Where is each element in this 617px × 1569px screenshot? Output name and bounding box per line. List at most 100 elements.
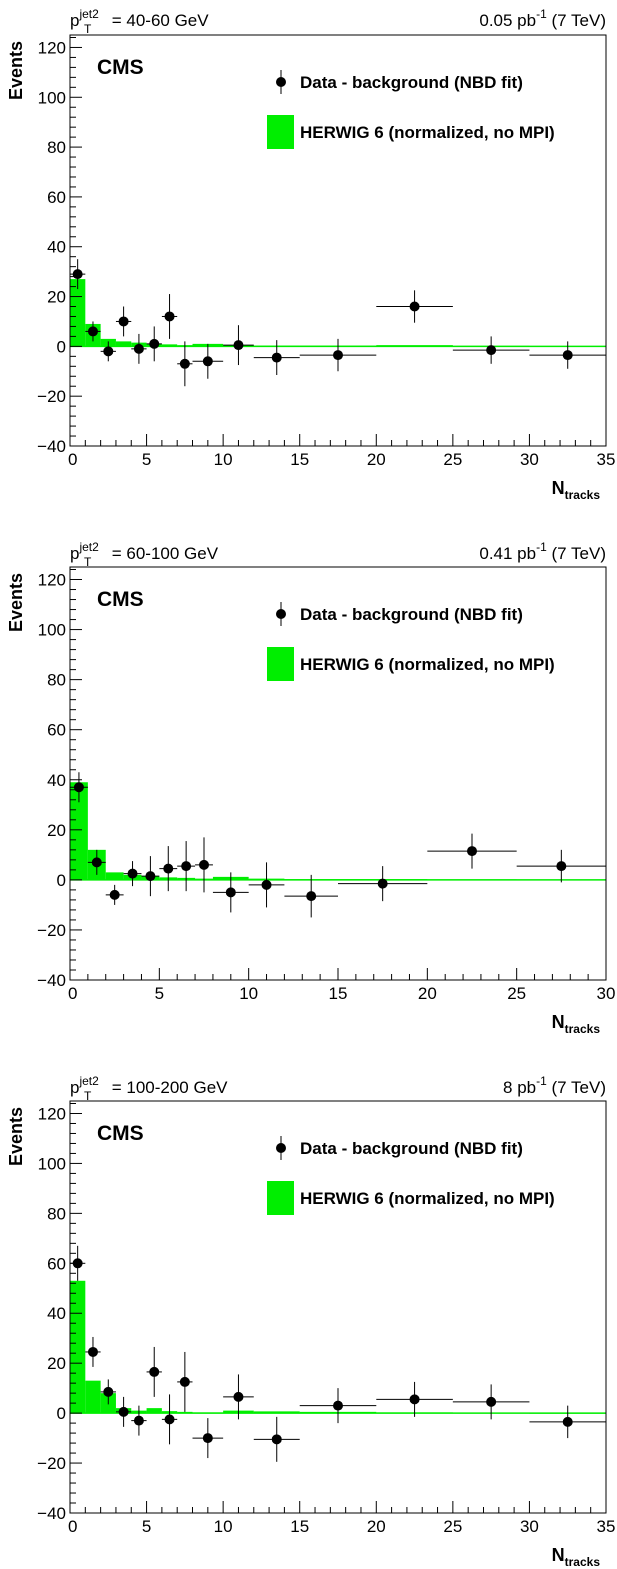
- data-point: [556, 861, 567, 872]
- header-left: pjet2 T = 100-200 GeV: [70, 1074, 228, 1103]
- y-tick-label: 120: [38, 571, 66, 590]
- data-point: [271, 352, 282, 363]
- mc-bar: [70, 782, 88, 880]
- data-point: [127, 868, 138, 879]
- data-point: [145, 871, 156, 882]
- legend-data-marker: [276, 1143, 286, 1153]
- header-left: pjet2 T = 60-100 GeV: [70, 540, 219, 569]
- data-point: [73, 782, 84, 793]
- data-point: [72, 1258, 83, 1269]
- y-tick-label: 20: [47, 288, 66, 307]
- legend-mc-label: HERWIG 6 (normalized, no MPI): [300, 1189, 555, 1208]
- legend-mc-label: HERWIG 6 (normalized, no MPI): [300, 123, 555, 142]
- data-point: [103, 346, 114, 357]
- mc-bar: [161, 344, 178, 347]
- y-tick-label: 20: [47, 821, 66, 840]
- legend-data-label: Data - background (NBD fit): [300, 1139, 523, 1158]
- data-point: [333, 350, 343, 361]
- data-point: [486, 345, 497, 356]
- cms-label: CMS: [97, 1122, 144, 1145]
- header-left-sub: T: [84, 1089, 92, 1103]
- x-tick-label: 25: [507, 984, 526, 1003]
- mc-bar: [115, 341, 132, 347]
- header-right-prefix: 0.41 pb: [479, 544, 536, 563]
- legend-mc-swatch: [267, 647, 294, 681]
- y-tick-label: 60: [47, 1254, 66, 1273]
- header-left-prefix: p: [70, 544, 79, 563]
- y-tick-label: 100: [38, 621, 66, 640]
- x-tick-label: 35: [597, 1517, 616, 1536]
- y-tick-label: 80: [47, 1204, 66, 1223]
- header-right: 8 pb-1 (7 TeV): [503, 1074, 606, 1097]
- data-point: [179, 1376, 190, 1387]
- data-point: [333, 1400, 343, 1411]
- x-tick-label: 30: [520, 450, 539, 469]
- data-point: [163, 863, 174, 874]
- data-point: [199, 859, 209, 870]
- mc-bar: [253, 1411, 300, 1414]
- legend-mc-swatch: [267, 115, 294, 149]
- header-right-sup: -1: [536, 1074, 547, 1088]
- y-tick-label: −20: [37, 1454, 66, 1473]
- legend-data-label: Data - background (NBD fit): [300, 73, 523, 92]
- legend-mc-swatch: [267, 1181, 294, 1215]
- y-axis-label: Events: [6, 41, 26, 100]
- data-point: [87, 326, 98, 337]
- x-tick-label: 25: [443, 1517, 462, 1536]
- y-tick-label: −40: [37, 437, 66, 456]
- x-axis-label: Ntracks: [552, 1545, 601, 1569]
- legend-data-marker: [276, 77, 286, 87]
- x-tick-label: 10: [214, 1517, 233, 1536]
- data-point: [72, 269, 83, 280]
- panel-3: 0 5 10 15 20 25 30 35 −40 −20 0 20 40 60 80 100 120pjet2…: [6, 1074, 615, 1569]
- x-tick-label: 25: [443, 450, 462, 469]
- data-point: [202, 1433, 213, 1444]
- header-left: pjet2 T = 40-60 GeV: [70, 7, 209, 36]
- x-axis-label: Ntracks: [552, 478, 601, 502]
- header-left-prefix: p: [70, 1078, 79, 1097]
- data-point: [233, 1391, 244, 1402]
- legend-data-label: Data - background (NBD fit): [300, 605, 523, 624]
- data-point: [164, 311, 175, 322]
- x-axis-label-main: N: [552, 478, 565, 498]
- data-point: [149, 1366, 160, 1377]
- header-left-sub: T: [84, 555, 92, 569]
- data-point: [271, 1434, 282, 1445]
- x-axis-label-main: N: [552, 1545, 565, 1565]
- y-tick-label: 0: [57, 1404, 66, 1423]
- legend-mc-label: HERWIG 6 (normalized, no MPI): [300, 655, 555, 674]
- x-tick-label: 20: [367, 450, 386, 469]
- x-axis-label-sub: tracks: [565, 1555, 601, 1569]
- data-point: [225, 887, 236, 898]
- y-tick-label: 80: [47, 138, 66, 157]
- data-point: [377, 878, 388, 889]
- header-left-sup: jet2: [78, 540, 99, 554]
- x-tick-label: 0: [68, 450, 77, 469]
- y-tick-label: 100: [38, 88, 66, 107]
- x-tick-label: 0: [68, 1517, 77, 1536]
- y-axis-label: Events: [6, 573, 26, 632]
- header-right-suffix: (7 TeV): [547, 11, 606, 30]
- data-point: [409, 1394, 420, 1405]
- y-tick-label: 80: [47, 671, 66, 690]
- data-point: [149, 338, 160, 349]
- data-point: [164, 1414, 175, 1425]
- x-tick-label: 5: [142, 1517, 151, 1536]
- header-left-sup: jet2: [78, 1074, 99, 1088]
- header-right-prefix: 0.05 pb: [479, 11, 536, 30]
- x-tick-label: 15: [290, 450, 309, 469]
- y-tick-label: 20: [47, 1354, 66, 1373]
- cms-label: CMS: [97, 56, 144, 79]
- x-tick-label: 35: [597, 450, 616, 469]
- mc-bar: [85, 1380, 101, 1414]
- mc-bar: [105, 872, 124, 880]
- x-tick-label: 20: [418, 984, 437, 1003]
- x-tick-label: 5: [142, 450, 151, 469]
- header-right-sup: -1: [536, 540, 547, 554]
- x-tick-label: 15: [290, 1517, 309, 1536]
- data-point: [467, 846, 477, 857]
- header-right-suffix: (7 TeV): [547, 544, 606, 563]
- y-tick-label: 120: [38, 38, 66, 57]
